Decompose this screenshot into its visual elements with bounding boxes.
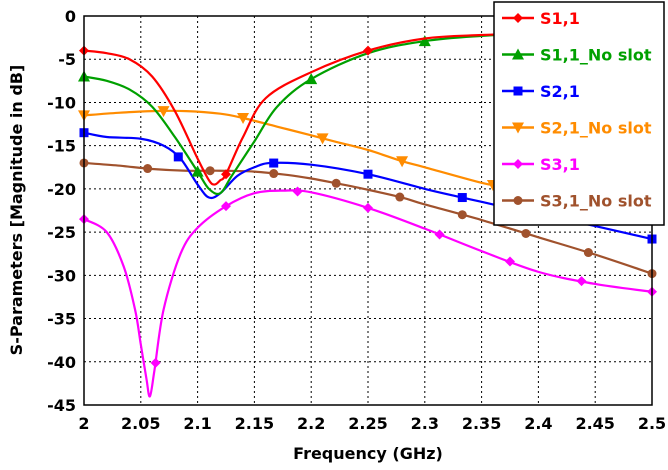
data-point-s1-1 bbox=[221, 169, 231, 180]
data-point-s1-1 bbox=[363, 45, 373, 56]
data-point-s3-1 bbox=[505, 256, 515, 267]
data-point-s3-1-no-slot bbox=[143, 164, 153, 174]
y-tick-label: -40 bbox=[47, 353, 76, 372]
data-point-s2-1 bbox=[269, 158, 279, 168]
series-s3-1-no-slot bbox=[79, 158, 657, 279]
x-tick-label: 2.25 bbox=[348, 414, 387, 433]
y-tick-label: 0 bbox=[65, 7, 76, 26]
data-point-s3-1-no-slot bbox=[395, 192, 405, 202]
data-point-s3-1 bbox=[150, 357, 161, 368]
y-tick-label: -35 bbox=[47, 310, 76, 329]
legend-marker bbox=[513, 86, 523, 96]
legend-item-s2-1-no-slot: S2,1_No slot bbox=[502, 119, 652, 138]
legend-label: S3,1_No slot bbox=[540, 192, 652, 211]
data-point-s3-1-no-slot bbox=[583, 248, 593, 258]
y-tick-label: -30 bbox=[47, 266, 76, 285]
data-point-s3-1 bbox=[292, 186, 303, 197]
legend-marker bbox=[513, 13, 523, 23]
data-point-s3-1 bbox=[434, 229, 445, 240]
data-point-s2-1-no-slot bbox=[157, 106, 170, 118]
data-point-s3-1-no-slot bbox=[521, 228, 531, 238]
x-tick-label: 2.2 bbox=[297, 414, 325, 433]
legend-label: S2,1 bbox=[540, 82, 580, 101]
legend-item-s1-1: S1,1 bbox=[502, 9, 580, 28]
legend-label: S1,1_No slot bbox=[540, 46, 652, 65]
legend-item-s3-1-no-slot: S3,1_No slot bbox=[502, 192, 652, 211]
data-point-s2-1 bbox=[363, 169, 373, 179]
y-tick-label: -45 bbox=[47, 396, 76, 415]
y-tick-label: -25 bbox=[47, 223, 76, 242]
data-point-s2-1 bbox=[173, 152, 183, 162]
y-tick-label: -20 bbox=[47, 180, 76, 199]
x-tick-label: 2.45 bbox=[575, 414, 614, 433]
legend-label: S2,1_No slot bbox=[540, 119, 652, 138]
legend-box bbox=[493, 1, 665, 226]
data-point-s3-1 bbox=[363, 202, 373, 213]
data-point-s2-1-no-slot bbox=[316, 133, 329, 145]
data-point-s2-1-no-slot bbox=[237, 113, 250, 125]
y-tick-label: -15 bbox=[47, 137, 76, 156]
series-s1-1 bbox=[79, 28, 653, 186]
data-point-s2-1-no-slot bbox=[396, 156, 409, 168]
data-point-s3-1-no-slot bbox=[331, 178, 341, 188]
legend-label: S1,1 bbox=[540, 9, 580, 28]
data-point-s1-1-no-slot bbox=[418, 35, 431, 47]
x-tick-label: 2.4 bbox=[524, 414, 552, 433]
x-tick-label: 2.1 bbox=[183, 414, 211, 433]
y-tick-label: -5 bbox=[58, 50, 76, 69]
data-point-s3-1-no-slot bbox=[205, 166, 215, 176]
data-point-s2-1 bbox=[457, 193, 467, 203]
legend-item-s2-1: S2,1 bbox=[502, 82, 580, 101]
data-point-s3-1-no-slot bbox=[457, 210, 467, 220]
data-point-s3-1 bbox=[221, 201, 231, 212]
series-line-s3-1 bbox=[83, 189, 653, 398]
ticks: 2 2.05 2.1 2.15 2.2 2.25 2.3 2.35 2.4 2.45 2.5 0 -5 -… bbox=[47, 7, 666, 433]
legend-label: S3,1 bbox=[540, 155, 580, 174]
y-axis-title: S-Parameters [Magnitude in dB] bbox=[7, 65, 26, 356]
legend-item-s1-1-no-slot: S1,1_No slot bbox=[502, 46, 652, 65]
x-tick-label: 2.15 bbox=[235, 414, 274, 433]
legend-marker bbox=[512, 122, 524, 134]
x-tick-label: 2 bbox=[78, 414, 89, 433]
x-tick-label: 2.3 bbox=[411, 414, 439, 433]
data-point-s1-1-no-slot bbox=[191, 165, 204, 177]
legend-item-s3-1: S3,1 bbox=[502, 155, 580, 174]
x-tick-label: 2.05 bbox=[121, 414, 160, 433]
series-line-s3-1-no-slot bbox=[83, 161, 653, 275]
legend-marker bbox=[512, 48, 524, 60]
legend: S1,1 S1,1_No slot S2,1 S2,1_No slot S3,1 S3,1… bbox=[493, 1, 665, 226]
y-tick-label: -10 bbox=[47, 93, 76, 112]
x-tick-label: 2.35 bbox=[462, 414, 501, 433]
x-tick-label: 2.5 bbox=[638, 414, 666, 433]
data-point-s3-1 bbox=[576, 276, 587, 287]
legend-marker bbox=[513, 159, 523, 169]
data-point-s3-1-no-slot bbox=[269, 169, 279, 179]
legend-marker bbox=[513, 196, 523, 205]
x-axis-title: Frequency (GHz) bbox=[293, 444, 443, 463]
data-point-s1-1-no-slot bbox=[305, 73, 318, 85]
